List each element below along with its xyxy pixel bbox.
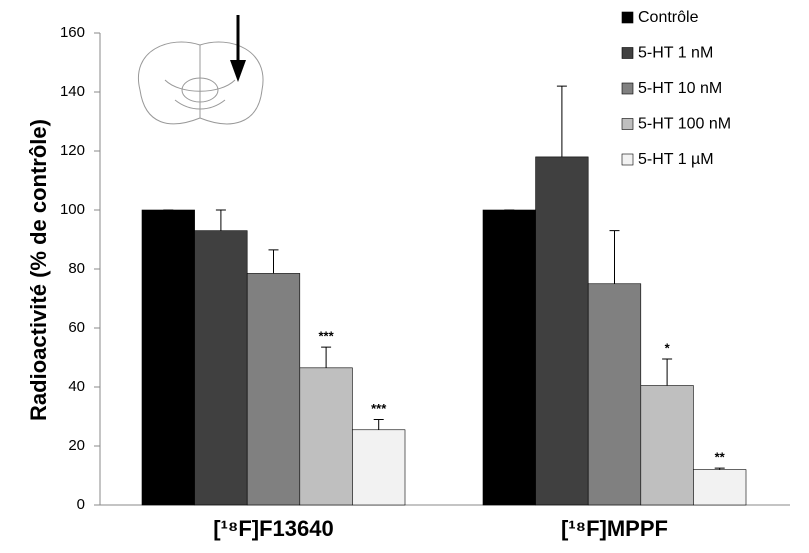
error-bar (609, 230, 620, 284)
error-bar (268, 249, 279, 274)
x-tick-label: [¹⁸F]MPPF (561, 516, 668, 541)
significance: *** (371, 401, 387, 416)
legend-swatch (621, 47, 634, 59)
y-tick-label: 100 (60, 201, 85, 218)
arrow (230, 15, 246, 82)
y-tick-label: 20 (68, 437, 85, 454)
x-tick-label: [¹⁸F]F13640 (213, 516, 333, 541)
significance: *** (319, 329, 335, 344)
bar (587, 283, 642, 506)
error-bar (321, 346, 332, 368)
bar (352, 429, 406, 506)
legend-label: 5-HT 1 nM (638, 45, 713, 62)
bar (640, 385, 694, 506)
bar (246, 273, 301, 506)
bar (693, 469, 747, 506)
y-tick-label: 160 (60, 24, 85, 41)
bar (194, 230, 248, 506)
legend-swatch (621, 11, 634, 24)
error-bar (215, 209, 226, 231)
legend-label: 5-HT 10 nM (638, 80, 722, 97)
legend-swatch (621, 118, 634, 130)
y-tick-label: 80 (68, 260, 85, 277)
legend-label: 5-HT 1 µM (638, 151, 714, 168)
y-tick-label: 0 (77, 496, 85, 513)
brain-icon (137, 41, 264, 125)
bar (482, 209, 536, 506)
error-bar (714, 467, 725, 470)
y-tick-label: 120 (60, 142, 85, 159)
bar (141, 209, 195, 506)
y-tick-label: 140 (60, 83, 85, 100)
legend-label: Contrôle (638, 9, 699, 26)
error-bar (662, 358, 673, 386)
legend-label: 5-HT 100 nM (638, 116, 731, 133)
bar (535, 156, 589, 506)
significance: * (665, 340, 671, 355)
y-tick-label: 40 (68, 378, 85, 395)
legend-swatch (621, 153, 634, 166)
error-bar (373, 418, 384, 430)
significance: ** (715, 450, 726, 465)
bar (299, 367, 353, 506)
y-tick-label: 60 (68, 319, 85, 336)
y-axis-label: Radioactivité (% de contrôle) (26, 119, 51, 421)
error-bar (556, 85, 567, 157)
legend-swatch (621, 82, 634, 95)
